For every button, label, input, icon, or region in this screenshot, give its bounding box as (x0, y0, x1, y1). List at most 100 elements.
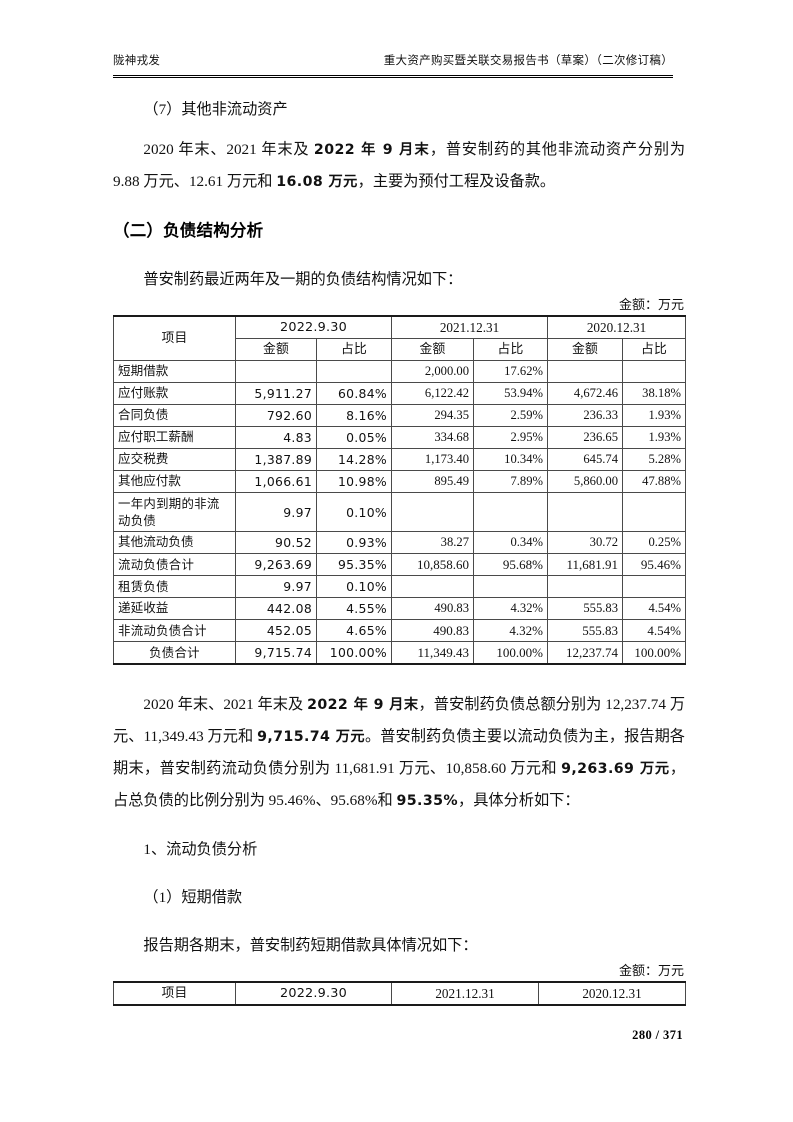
header-document-title: 重大资产购买暨关联交易报告书（草案）（二次修订稿） (383, 55, 673, 67)
summary-run-c: ，普安制药负债总额分别为 12,237.74 万元、11,349.43 万元和 (113, 696, 686, 745)
cell-amount-2021: 6,122.42 (391, 382, 474, 405)
cell-ratio-2021 (473, 492, 548, 532)
cell-ratio-2021: 7.89% (473, 470, 548, 493)
header-ratio-2021: 占比 (473, 338, 548, 361)
cell-amount-2021: 490.83 (391, 619, 474, 642)
header-amount-2021: 金额 (391, 338, 474, 361)
table-row: 非流动负债合计 452.05 4.65% 490.83 4.32% 555.83 4.54% (113, 619, 686, 642)
cell-ratio-2022: 14.28% (316, 448, 392, 471)
cell-amount-2020: 236.33 (547, 404, 623, 427)
cell-ratio-2022: 0.10% (316, 575, 392, 598)
table-row: 应付职工薪酬 4.83 0.05% 334.68 2.95% 236.65 1.93% (113, 426, 686, 449)
cell-ratio-2021: 4.32% (473, 597, 548, 620)
cell-ratio-2020: 4.54% (622, 597, 686, 620)
page-number: 280 / 371 (632, 1028, 683, 1042)
cell-amount-2020 (547, 360, 623, 383)
header-divider (113, 75, 673, 78)
table-row: 流动负债合计 9,263.69 95.35% 10,858.60 95.68% 11,68… (113, 553, 686, 576)
cell-amount-2022: 442.08 (235, 597, 317, 620)
cell-ratio-2020 (622, 575, 686, 598)
table-row: 应付账款 5,911.27 60.84% 6,122.42 53.94% 4,672.46… (113, 382, 686, 405)
cell-amount-2020: 555.83 (547, 597, 623, 620)
cell-amount-2020 (547, 575, 623, 598)
cell-amount-2021 (391, 492, 474, 532)
cell-amount-2020: 555.83 (547, 619, 623, 642)
paragraph-table-intro: 普安制药最近两年及一期的负债结构情况如下： (143, 271, 463, 288)
loan-header-2022: 2022.9.30 (235, 981, 392, 1006)
cell-ratio-2021: 17.62% (473, 360, 548, 383)
cell-ratio-2020: 0.25% (622, 531, 686, 554)
loan-header-2021: 2021.12.31 (391, 981, 539, 1006)
cell-ratio-2021: 100.00% (473, 641, 548, 665)
summary-run-a: 2020 年末、2021 年末及 (143, 696, 308, 713)
table-row: 应交税费 1,387.89 14.28% 1,173.40 10.34% 645.74 5.… (113, 448, 686, 471)
row-label: 其他流动负债 (113, 531, 236, 554)
cell-ratio-2020: 1.93% (622, 404, 686, 427)
summary-run-d: 9,715.74 万元 (257, 729, 365, 745)
loan-table-header-row: 项目 2022.9.30 2021.12.31 2020.12.31 (113, 981, 686, 1006)
cell-ratio-2020: 38.18% (622, 382, 686, 405)
short-term-loan-table: 项目 2022.9.30 2021.12.31 2020.12.31 (113, 981, 686, 1006)
cell-amount-2021 (391, 575, 474, 598)
cell-amount-2021: 490.83 (391, 597, 474, 620)
header-amount-2020: 金额 (547, 338, 623, 361)
cell-amount-2022: 9,263.69 (235, 553, 317, 576)
cell-ratio-2022: 60.84% (316, 382, 392, 405)
table-row: 租赁负债 9.97 0.10% (113, 575, 686, 598)
liability-table-body: 短期借款 2,000.00 17.62% 应付账款 5,911.27 60.84% 6,12… (113, 360, 686, 665)
cell-ratio-2021: 0.34% (473, 531, 548, 554)
paragraph-loan-table-intro: 报告期各期末，普安制药短期借款具体情况如下： (143, 937, 478, 954)
row-label: 流动负债合计 (113, 553, 236, 576)
summary-run-e: 。普安制药负债主要以流动负债为主，报告期各期末，普安制药流动负债分别为 11,6… (113, 728, 685, 777)
row-label: 递延收益 (113, 597, 236, 620)
row-label: 应付账款 (113, 382, 236, 405)
cell-amount-2020: 30.72 (547, 531, 623, 554)
loan-header-2020: 2020.12.31 (538, 981, 686, 1006)
cell-amount-2022: 4.83 (235, 426, 317, 449)
header-ratio-2022: 占比 (316, 338, 392, 361)
subheading-current-liability-analysis: 1、流动负债分析 (143, 841, 258, 858)
unit-label-loan-table: 金额：万元 (618, 963, 684, 978)
row-label: 应付职工薪酬 (113, 426, 236, 449)
para7-run-d: 16.08 万元 (276, 174, 358, 190)
row-label: 非流动负债合计 (113, 619, 236, 642)
row-label: 一年内到期的非流动负债 (113, 492, 236, 532)
cell-ratio-2021 (473, 575, 548, 598)
row-label: 负债合计 (113, 641, 236, 665)
cell-ratio-2020: 100.00% (622, 641, 686, 665)
cell-amount-2021: 2,000.00 (391, 360, 474, 383)
row-label: 应交税费 (113, 448, 236, 471)
cell-ratio-2021: 2.59% (473, 404, 548, 427)
cell-ratio-2022: 95.35% (316, 553, 392, 576)
cell-ratio-2021: 53.94% (473, 382, 548, 405)
summary-run-g: ，占总负债的比例分别为 95.46%、95.68%和 (113, 760, 685, 809)
cell-amount-2022 (235, 360, 317, 383)
table-row: 短期借款 2,000.00 17.62% (113, 360, 686, 383)
summary-run-b: 2022 年 9 月末 (307, 697, 419, 713)
row-label: 合同负债 (113, 404, 236, 427)
cell-amount-2020: 11,681.91 (547, 553, 623, 576)
header-period-2020: 2020.12.31 (547, 315, 686, 339)
cell-ratio-2022: 0.93% (316, 531, 392, 554)
cell-ratio-2022: 0.05% (316, 426, 392, 449)
cell-amount-2021: 1,173.40 (391, 448, 474, 471)
table-row: 合同负债 792.60 8.16% 294.35 2.59% 236.33 1.93% (113, 404, 686, 427)
cell-ratio-2022: 4.55% (316, 597, 392, 620)
cell-ratio-2021: 2.95% (473, 426, 548, 449)
cell-ratio-2020: 47.88% (622, 470, 686, 493)
paragraph-other-noncurrent-assets: 2020 年末、2021 年末及 2022 年 9 月末，普安制药的其他非流动资… (113, 134, 685, 198)
header-amount-2022: 金额 (235, 338, 317, 361)
cell-amount-2022: 9.97 (235, 492, 317, 532)
cell-amount-2021: 294.35 (391, 404, 474, 427)
cell-amount-2022: 90.52 (235, 531, 317, 554)
paragraph-liability-summary: 2020 年末、2021 年末及 2022 年 9 月末，普安制药负债总额分别为… (113, 689, 685, 817)
cell-ratio-2020: 4.54% (622, 619, 686, 642)
cell-amount-2021: 38.27 (391, 531, 474, 554)
cell-amount-2020: 12,237.74 (547, 641, 623, 665)
header-item: 项目 (113, 315, 236, 361)
cell-ratio-2020 (622, 360, 686, 383)
cell-ratio-2022: 100.00% (316, 641, 392, 665)
running-header: 陇神戎发 重大资产购买暨关联交易报告书（草案）（二次修订稿） (113, 52, 673, 68)
cell-amount-2022: 9,715.74 (235, 641, 317, 665)
